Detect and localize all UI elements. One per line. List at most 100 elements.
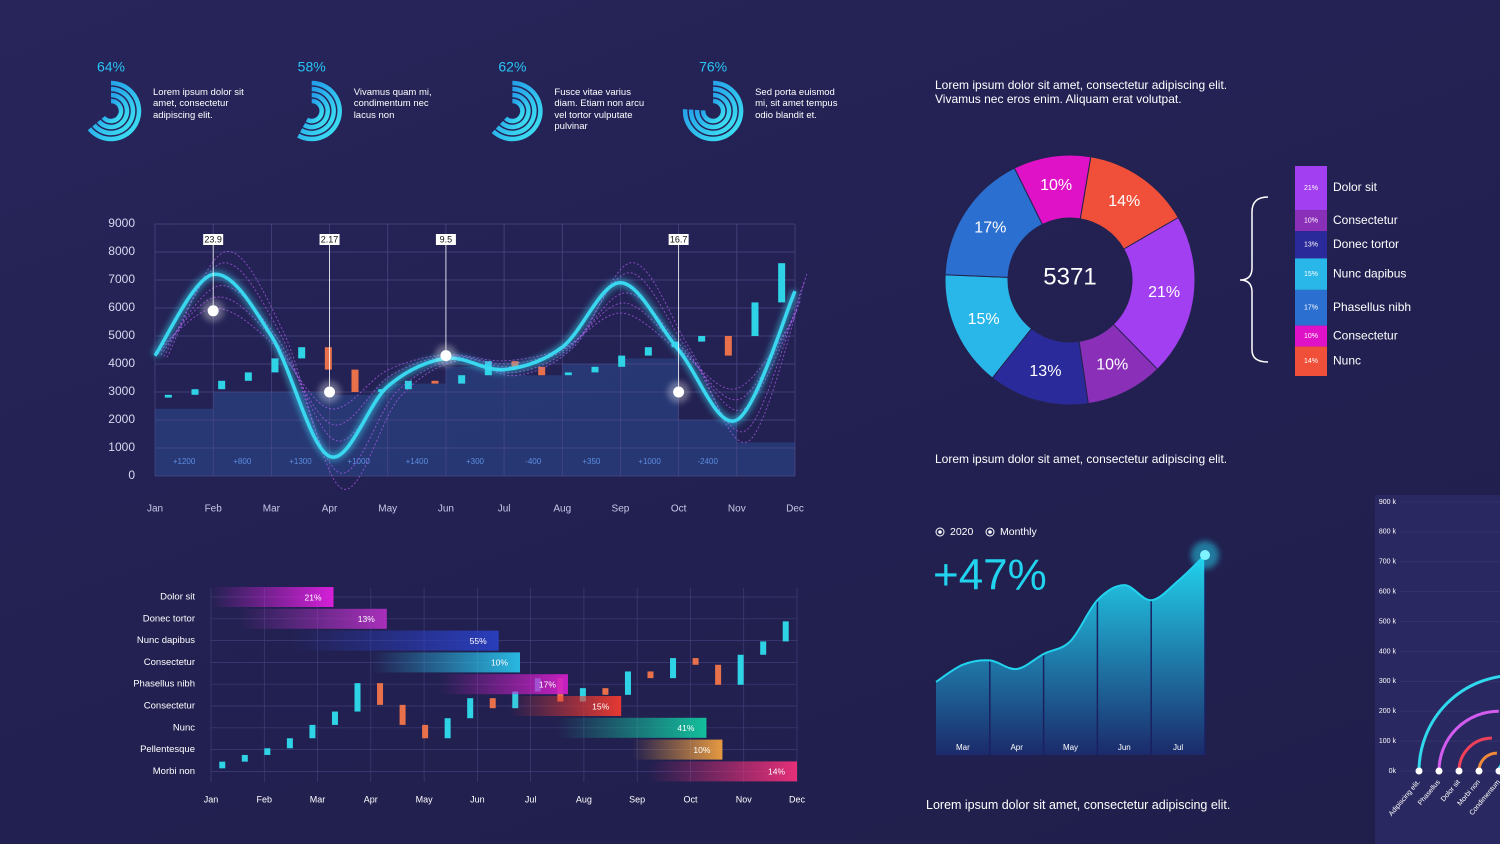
candle: [670, 658, 677, 679]
range-bar: [290, 630, 499, 651]
candle: [591, 366, 599, 373]
slice-label: 21%: [1148, 284, 1180, 301]
candle: [404, 380, 412, 390]
legend-swatch-label: 17%: [1304, 305, 1318, 312]
y-tick-label: 7000: [108, 272, 135, 286]
x-tick-label: Nov: [736, 794, 753, 804]
candle: [331, 711, 338, 725]
candle: [782, 621, 789, 642]
legend-label: Donec tortor: [1333, 237, 1399, 251]
x-tick-label: Mar: [310, 794, 326, 804]
legend-swatch: [1295, 258, 1327, 290]
candle: [467, 698, 474, 719]
bar-label: 21%: [305, 592, 322, 602]
legend-swatch-label: 10%: [1304, 333, 1318, 340]
x-tick-label: Mar: [956, 743, 970, 752]
wave: [153, 272, 797, 459]
candle: [351, 369, 359, 392]
gauge-caption: Sed porta euismod mi, sit amet tempus od…: [755, 87, 838, 121]
gauge-arc: [504, 98, 525, 124]
candle: [298, 347, 306, 359]
bar-label: 10%: [693, 745, 710, 755]
candle: [618, 355, 626, 367]
area-fill: [936, 555, 1205, 755]
arc-dot: [1415, 767, 1423, 775]
legend-swatch-label: 15%: [1304, 271, 1318, 278]
candle: [191, 389, 199, 395]
bar-label: 41%: [677, 723, 694, 733]
legend-label: Nunc: [1333, 353, 1361, 367]
row-label: Dolor sit: [160, 592, 195, 603]
gauge-caption: Fusce vitae varius diam. Etiam non arcu …: [554, 87, 645, 133]
candle: [564, 372, 572, 376]
y-tick-label: 200 k: [1379, 708, 1397, 715]
donut-center: 5371: [1043, 263, 1096, 290]
y-tick-label: 900 k: [1379, 499, 1397, 506]
brace: [1239, 196, 1269, 363]
change-label: +1300: [289, 457, 312, 466]
gauge-arc: [92, 86, 136, 136]
x-tick-label: Apr: [322, 504, 338, 515]
legend-swatch: [1295, 325, 1327, 347]
legend-label: 2020: [950, 526, 974, 538]
candle: [778, 263, 786, 303]
area-line: [935, 554, 1206, 683]
slice-label: 17%: [974, 219, 1006, 236]
gauge-value: 62%: [498, 59, 526, 75]
x-tick-label: Jun: [470, 794, 485, 804]
legend-swatch: [1295, 289, 1327, 326]
y-tick-label: 8000: [108, 244, 135, 258]
x-tick-label: Jul: [498, 504, 511, 515]
candle: [751, 302, 759, 336]
x-tick-label: Jul: [1173, 743, 1183, 752]
legend-swatch-label: 21%: [1304, 185, 1318, 192]
legend-swatch: [1295, 346, 1327, 376]
gauge-caption: Lorem ipsum dolor sit amet, consectetur …: [153, 87, 244, 121]
candle: [760, 641, 767, 655]
x-tick-label: May: [378, 504, 397, 515]
marker-label: 2.17: [321, 234, 339, 244]
marker-box: [319, 234, 340, 245]
marker-label: 23.9: [204, 234, 222, 244]
candle: [244, 372, 252, 381]
gauge-arc: [682, 80, 744, 142]
x-tick-label: Feb: [257, 794, 273, 804]
legend-label: Phasellus nibh: [1333, 300, 1411, 314]
area-caption: Lorem ipsum dolor sit amet, consectetur …: [926, 798, 1231, 812]
radial-arc: [1417, 675, 1500, 772]
x-tick-label: Jul: [525, 794, 537, 804]
x-tick-label: Dec: [789, 794, 806, 804]
candle: [624, 671, 631, 695]
change-label: +1200: [173, 457, 196, 466]
y-tick-label: 5000: [108, 328, 135, 342]
marker-label: 9.5: [440, 234, 453, 244]
x-tick-label: Sep: [612, 504, 630, 515]
candle: [309, 724, 316, 739]
y-tick-label: 800 k: [1379, 529, 1397, 536]
y-tick-label: 4000: [108, 356, 135, 370]
candle: [698, 336, 706, 342]
marker-dot: [207, 305, 219, 317]
range-bar: [509, 696, 622, 716]
wave-ribbon: [154, 307, 796, 410]
radial-arc: [1457, 736, 1492, 772]
gauge-arc: [101, 98, 124, 124]
gauge-arc: [87, 80, 142, 142]
candle: [737, 654, 744, 685]
headline: +47%: [933, 551, 1047, 600]
candle: [458, 375, 466, 384]
candle: [241, 754, 248, 762]
x-tick-label: Feb: [205, 504, 223, 515]
marker-box: [203, 234, 224, 245]
bar-label: 15%: [592, 701, 609, 711]
donut-slice: [1079, 156, 1179, 250]
candle: [602, 688, 609, 695]
legend-swatch: [1295, 166, 1327, 211]
bar-label: 17%: [539, 679, 556, 689]
legend-swatch-label: 10%: [1304, 217, 1318, 224]
x-tick-label: Jan: [204, 794, 219, 804]
area-step: [445, 366, 505, 476]
candle: [538, 366, 546, 376]
legend-radio-dot: [988, 530, 992, 534]
